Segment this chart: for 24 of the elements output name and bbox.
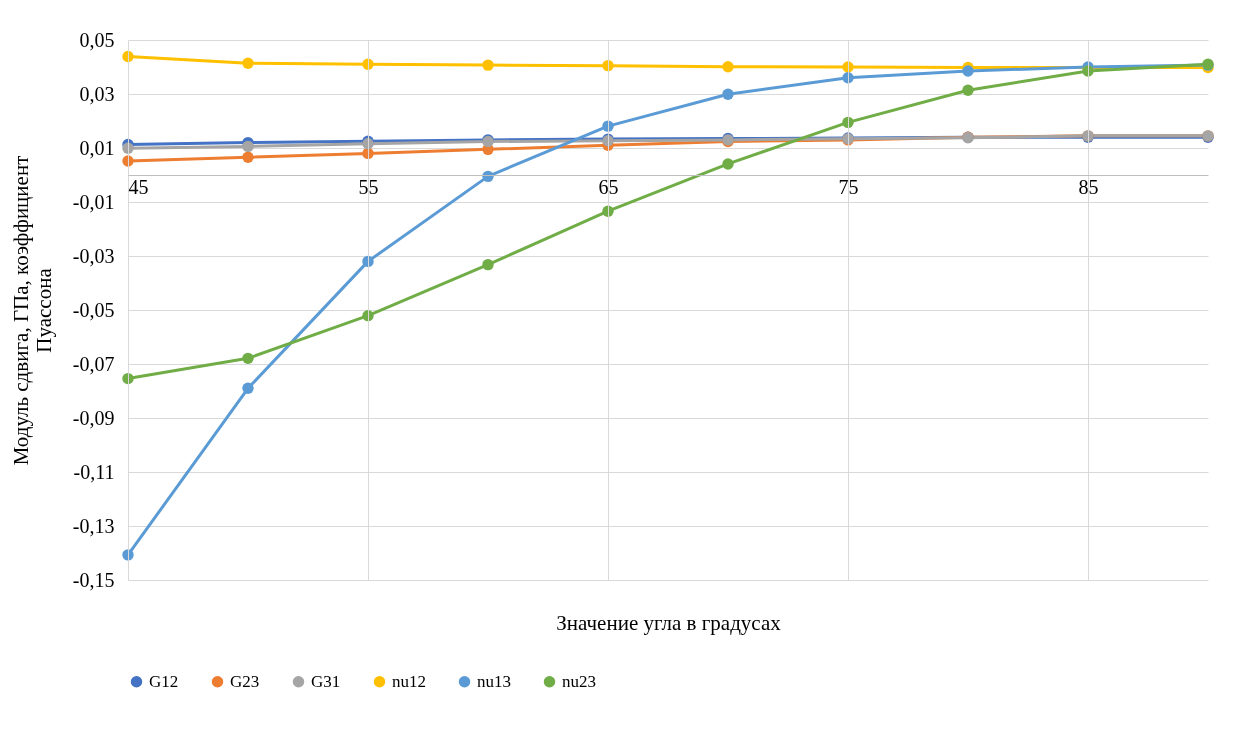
x-tick-label: 65 [598,175,619,198]
y-tick-label: 0,05 [79,28,115,51]
y-tick-label: -0,09 [72,406,115,429]
x-tick-label: 75 [838,175,859,198]
y-tick-label: -0,05 [72,298,115,321]
x-tick-label: 45 [128,175,149,198]
y-tick-label: -0,07 [72,352,115,375]
x-tick-label: 55 [358,175,379,198]
y-axis-title: Модуль сдвига, ГПа, коэффициент Пуассона [8,155,56,466]
y-tick-label: -0,11 [73,460,115,483]
legend-label: G23 [230,671,260,691]
legend-label: G12 [149,671,179,691]
x-tick-label: 85 [1078,175,1099,198]
legend-label: nu13 [477,671,511,691]
x-axis-title: Значение угла в градусах [556,610,782,635]
y-tick-label: 0,03 [79,82,115,105]
legend-label: nu23 [562,671,596,691]
legend-label: nu12 [392,671,426,691]
y-tick-label: 0,01 [79,136,115,159]
legend-label: G31 [311,671,341,691]
y-tick-label: -0,03 [72,244,115,267]
y-tick-label: -0,13 [72,514,115,537]
y-tick-label: -0,01 [72,190,115,213]
y-tick-label: -0,15 [72,568,115,591]
